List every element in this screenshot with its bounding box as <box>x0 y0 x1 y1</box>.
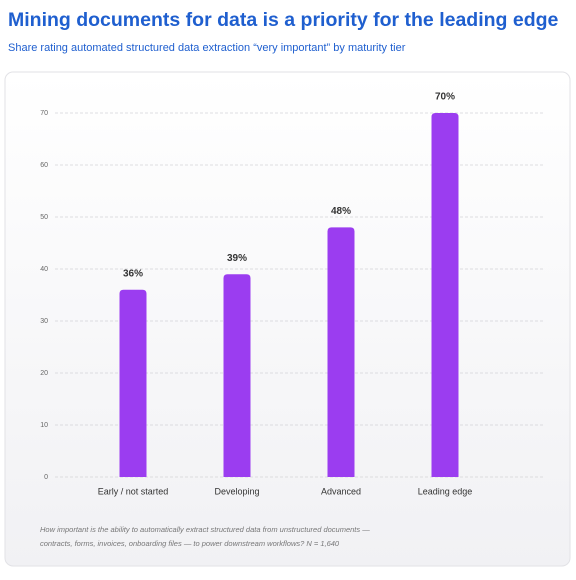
y-tick-label: 40 <box>40 266 48 273</box>
y-tick-label: 70 <box>40 110 48 117</box>
y-tick-label: 0 <box>44 474 48 481</box>
x-tick-label: Developing <box>214 486 259 496</box>
value-label: 70% <box>435 92 455 103</box>
y-tick-label: 20 <box>40 370 48 377</box>
x-tick-label: Leading edge <box>418 486 473 496</box>
card <box>4 71 571 567</box>
bar <box>119 289 147 477</box>
bar <box>223 274 251 477</box>
value-label: 39% <box>227 253 247 264</box>
footnote: How important is the ability to automati… <box>40 525 370 534</box>
value-label: 48% <box>331 206 351 217</box>
chart-subtitle: Share rating automated structured data e… <box>8 42 406 54</box>
x-tick-label: Early / not started <box>98 486 169 496</box>
y-tick-label: 10 <box>40 422 48 429</box>
y-tick-label: 50 <box>40 214 48 221</box>
footnote: contracts, forms, invoices, onboarding f… <box>40 539 340 548</box>
y-tick-label: 30 <box>40 318 48 325</box>
value-label: 36% <box>123 268 143 279</box>
bar <box>431 113 459 477</box>
bar <box>327 227 355 477</box>
chart-title: Mining documents for data is a priority … <box>8 9 559 31</box>
y-tick-label: 60 <box>40 162 48 169</box>
x-tick-label: Advanced <box>321 486 361 496</box>
